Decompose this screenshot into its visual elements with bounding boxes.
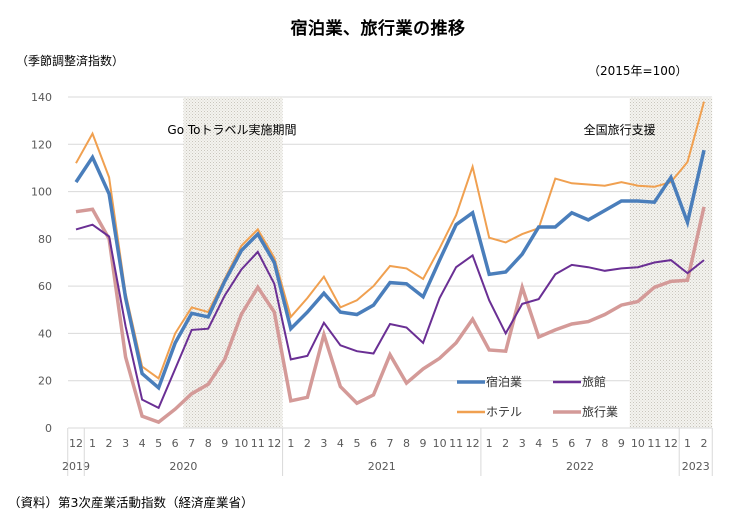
x-tick-label: 7 <box>585 437 592 450</box>
x-year-label: 2019 <box>62 460 90 473</box>
x-tick-label: 6 <box>370 437 377 450</box>
x-tick-label: 4 <box>139 437 146 450</box>
x-tick-label: 7 <box>188 437 195 450</box>
y-tick-label: 120 <box>31 138 52 151</box>
x-tick-label: 11 <box>251 437 265 450</box>
series-line-1 <box>75 223 705 410</box>
x-tick-label: 3 <box>122 437 129 450</box>
x-tick-label: 5 <box>155 437 162 450</box>
x-tick-label: 7 <box>387 437 394 450</box>
x-tick-label: 8 <box>403 437 410 450</box>
legend-label-3: 旅行業 <box>582 405 618 419</box>
y-tick-label: 80 <box>38 233 52 246</box>
x-tick-label: 4 <box>535 437 542 450</box>
shaded-period-label-0: Go Toトラベル実施期間 <box>167 122 296 137</box>
x-tick-label: 6 <box>172 437 179 450</box>
y-tick-label: 0 <box>45 422 52 435</box>
x-tick-label: 10 <box>631 437 645 450</box>
x-year-label: 2022 <box>566 460 594 473</box>
x-tick-label: 1 <box>684 437 691 450</box>
x-tick-label: 12 <box>267 437 281 450</box>
x-year-label: 2021 <box>368 460 396 473</box>
x-tick-label: 1 <box>486 437 493 450</box>
shaded-period-1 <box>629 97 713 428</box>
x-tick-label: 12 <box>466 437 480 450</box>
x-tick-label: 1 <box>287 437 294 450</box>
x-tick-label: 2 <box>106 437 113 450</box>
chart-title: 宿泊業、旅行業の推移 <box>290 19 466 39</box>
legend-label-2: ホテル <box>486 405 522 419</box>
shaded-period-label-1: 全国旅行支援 <box>584 122 656 137</box>
x-tick-label: 2 <box>701 437 708 450</box>
x-tick-label: 5 <box>552 437 559 450</box>
x-tick-label: 1 <box>89 437 96 450</box>
y-axis-label: （季節調整済指数） <box>16 54 125 68</box>
x-year-label: 2020 <box>169 460 197 473</box>
legend-label-1: 旅館 <box>582 374 606 389</box>
y-tick-label: 100 <box>31 186 52 199</box>
x-tick-label: 11 <box>647 437 661 450</box>
x-tick-label: 10 <box>234 437 248 450</box>
y-tick-label: 40 <box>38 327 52 340</box>
x-tick-label: 11 <box>449 437 463 450</box>
legend-label-0: 宿泊業 <box>486 374 522 389</box>
x-tick-label: 8 <box>205 437 212 450</box>
x-tick-label: 12 <box>69 437 83 450</box>
y-tick-label: 20 <box>38 375 52 388</box>
x-tick-label: 2 <box>502 437 509 450</box>
x-tick-label: 12 <box>664 437 678 450</box>
source-note: （資料）第3次産業活動指数（経済産業省） <box>8 495 254 510</box>
x-tick-label: 3 <box>320 437 327 450</box>
y-tick-label: 140 <box>31 91 52 104</box>
x-tick-label: 9 <box>618 437 625 450</box>
x-tick-label: 2 <box>304 437 311 450</box>
x-tick-label: 10 <box>433 437 447 450</box>
x-tick-label: 6 <box>568 437 575 450</box>
x-tick-label: 3 <box>519 437 526 450</box>
x-tick-label: 9 <box>420 437 427 450</box>
base-year-note: （2015年=100） <box>588 64 688 78</box>
x-tick-label: 8 <box>601 437 608 450</box>
x-tick-label: 4 <box>337 437 344 450</box>
x-tick-label: 9 <box>221 437 228 450</box>
series-line-2 <box>75 101 705 380</box>
x-year-label: 2023 <box>682 460 710 473</box>
y-tick-label: 60 <box>38 280 52 293</box>
x-tick-label: 5 <box>353 437 360 450</box>
